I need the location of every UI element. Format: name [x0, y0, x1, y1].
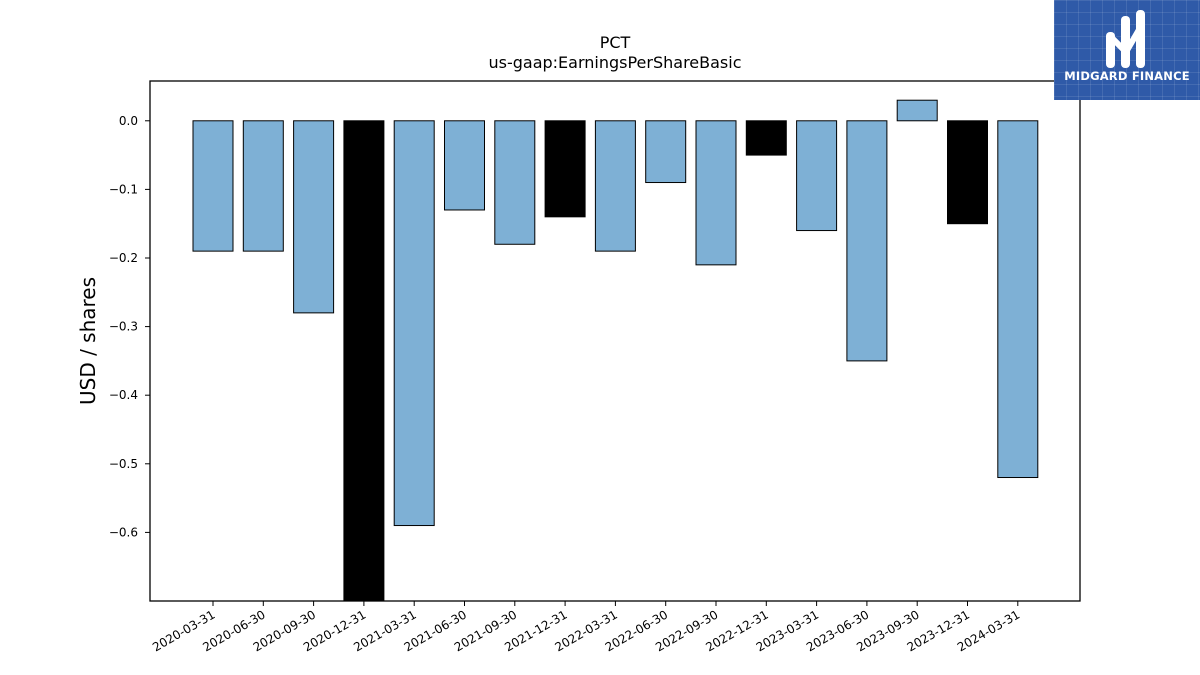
y-tick-label: 0.0 — [119, 114, 138, 128]
chart-subtitle: us-gaap:EarningsPerShareBasic — [488, 53, 741, 72]
bar-2021-03-31 — [393, 120, 435, 527]
bar-2022-09-30 — [695, 120, 737, 266]
y-tick-label: −0.6 — [109, 525, 138, 539]
bar-2022-06-30 — [645, 120, 687, 184]
bar-2021-09-30 — [494, 120, 536, 245]
bar-2022-12-31 — [745, 120, 787, 156]
bar-2020-12-31 — [343, 120, 385, 602]
bar-2023-12-31 — [947, 120, 988, 225]
logo-text: MIDGARD FINANCE — [1064, 69, 1190, 83]
bar-2021-12-31 — [544, 120, 586, 218]
bar-2021-06-30 — [444, 120, 485, 211]
bar-2023-03-31 — [796, 120, 838, 232]
bar-2020-09-30 — [293, 120, 335, 314]
plot-frame — [149, 80, 1081, 602]
y-axis-label: USD / shares — [76, 277, 100, 405]
y-tick-label: −0.3 — [109, 320, 138, 334]
bar-2023-06-30 — [846, 120, 888, 362]
y-tick-label: −0.5 — [109, 457, 138, 471]
bar-2023-09-30 — [896, 99, 938, 122]
bar-2022-03-31 — [594, 120, 636, 252]
chart-title: PCT — [600, 33, 631, 52]
bar-2020-03-31 — [192, 120, 234, 252]
company-logo: MIDGARD FINANCE — [1054, 0, 1200, 100]
bar-2024-03-31 — [997, 120, 1039, 479]
y-tick-label: −0.2 — [109, 251, 138, 265]
bar-2020-06-30 — [242, 120, 284, 252]
y-tick-label: −0.4 — [109, 388, 138, 402]
y-tick-label: −0.1 — [109, 182, 138, 196]
bars-layer — [192, 99, 1039, 602]
logo-mark-icon — [1106, 10, 1145, 68]
